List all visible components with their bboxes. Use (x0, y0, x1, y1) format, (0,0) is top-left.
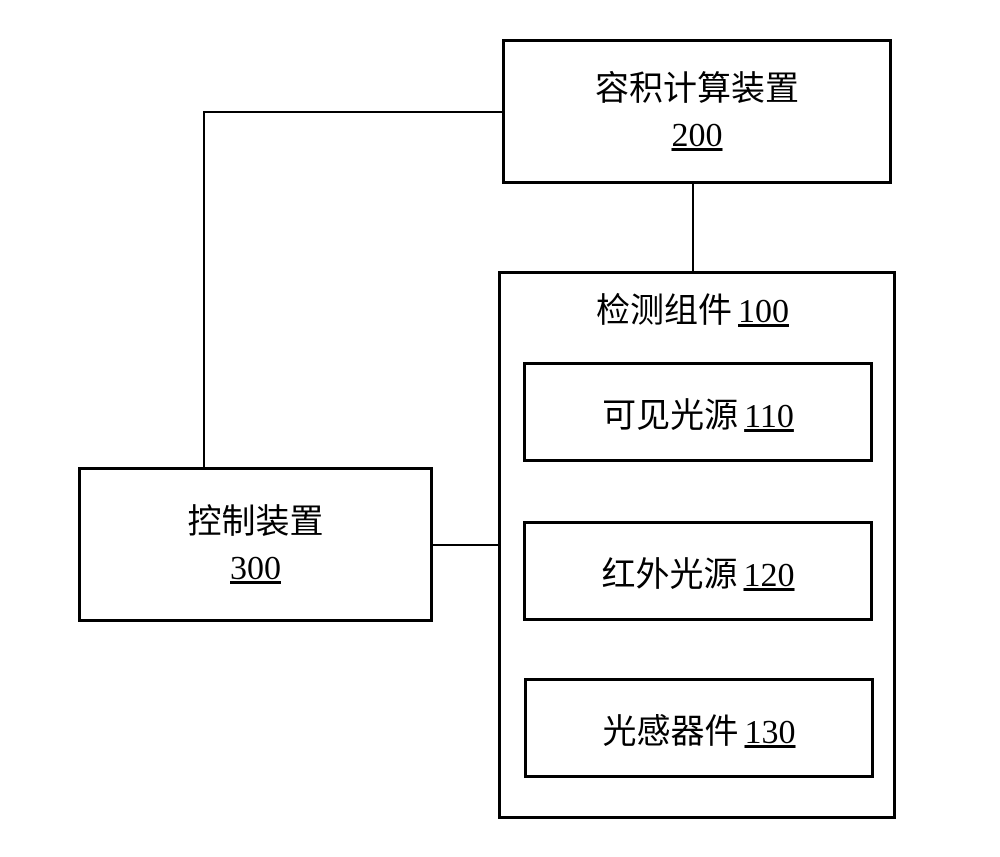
node-visible-light: 可见光源 110 (523, 362, 873, 462)
edge-volume-to-control-v (203, 111, 205, 467)
block-diagram: 容积计算装置 200 控制装置 300 检测组件 100 可见光源 110 红外… (0, 0, 1000, 857)
node-ref: 200 (672, 117, 723, 155)
node-control: 控制装置 300 (78, 467, 433, 622)
node-label: 检测组件 (596, 292, 732, 333)
edge-volume-to-control-h (203, 111, 502, 113)
node-label: 容积计算装置 (595, 68, 799, 112)
node-label: 控制装置 (188, 501, 324, 545)
node-ref: 300 (230, 550, 281, 588)
node-photo-sensor: 光感器件 130 (524, 678, 874, 778)
node-detection-title: 检测组件 100 (596, 292, 789, 333)
node-ref: 100 (738, 292, 789, 333)
node-label: 红外光源 (602, 547, 738, 596)
node-ref: 110 (744, 398, 794, 436)
node-infrared-light: 红外光源 120 (523, 521, 873, 621)
node-label: 可见光源 (602, 388, 738, 437)
node-label: 光感器件 (603, 704, 739, 753)
edge-control-to-detection (433, 544, 498, 546)
node-ref: 120 (744, 557, 795, 595)
edge-volume-to-detection (692, 184, 694, 271)
node-ref: 130 (745, 714, 796, 752)
node-volume-calc: 容积计算装置 200 (502, 39, 892, 184)
